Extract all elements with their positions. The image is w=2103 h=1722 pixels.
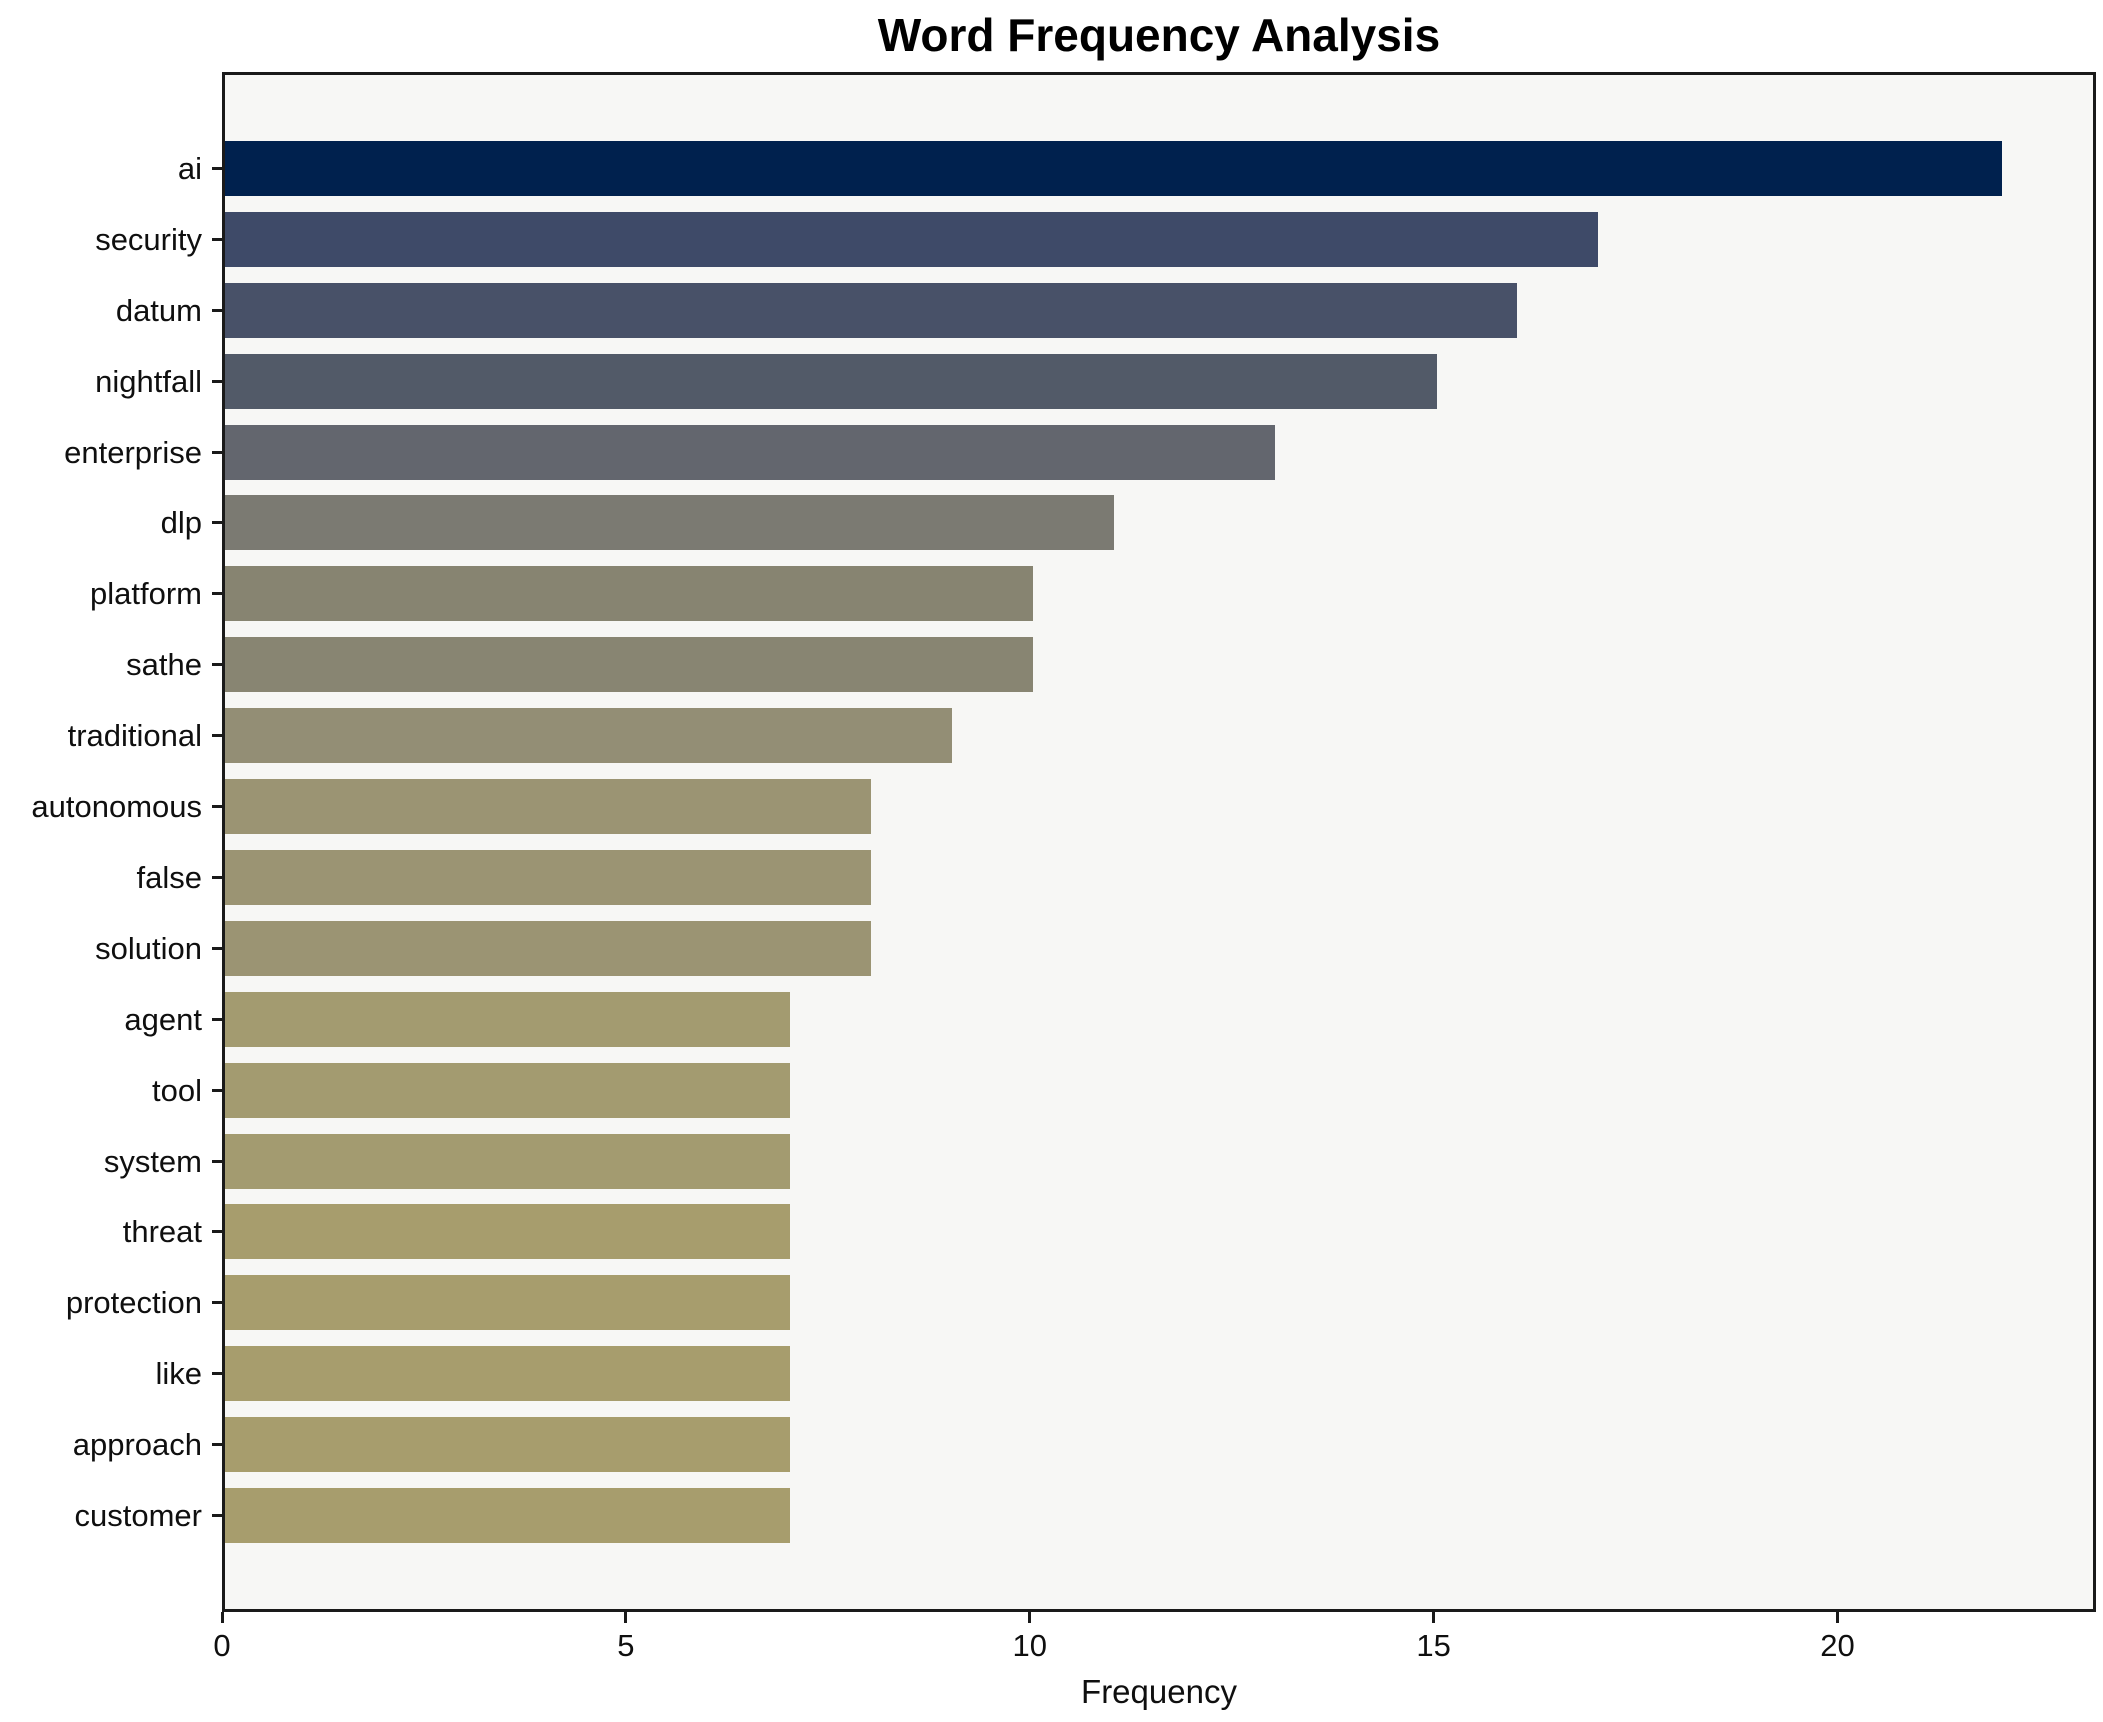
bar-platform	[225, 566, 1033, 622]
y-tick-mark	[212, 1372, 222, 1376]
x-tick-mark	[1836, 1612, 1840, 1623]
x-tick-mark	[1432, 1612, 1436, 1623]
y-tick-mark	[212, 805, 222, 809]
y-tick-label-agent: agent	[124, 1001, 202, 1037]
y-tick-mark	[212, 592, 222, 596]
chart-title: Word Frequency Analysis	[877, 9, 1441, 61]
y-tick-label-datum: datum	[115, 292, 202, 328]
bar-traditional	[225, 708, 952, 764]
y-tick-mark	[212, 1230, 222, 1234]
y-tick-mark	[212, 1443, 222, 1447]
bar-like	[225, 1346, 791, 1402]
y-tick-label-system: system	[103, 1143, 202, 1179]
y-tick-mark	[212, 1088, 222, 1092]
x-tick-mark	[220, 1612, 224, 1623]
bar-ai	[225, 141, 2003, 196]
y-tick-mark	[212, 379, 222, 383]
bar-enterprise	[225, 424, 1276, 480]
y-tick-label-enterprise: enterprise	[64, 434, 202, 470]
y-tick-label-solution: solution	[95, 930, 202, 966]
y-tick-mark	[212, 1514, 222, 1517]
y-tick-label-protection: protection	[65, 1285, 202, 1321]
y-tick-label-like: like	[155, 1356, 202, 1392]
y-tick-mark	[212, 521, 222, 525]
plot-area	[222, 72, 2096, 1612]
y-tick-mark	[212, 1301, 222, 1305]
bar-approach	[225, 1417, 791, 1473]
bar-datum	[225, 282, 1518, 338]
y-tick-mark	[212, 663, 222, 667]
y-tick-mark	[212, 734, 222, 738]
y-tick-label-approach: approach	[72, 1427, 202, 1463]
bar-dlp	[225, 495, 1114, 551]
y-tick-mark	[212, 237, 222, 241]
bar-tool	[225, 1062, 791, 1118]
y-tick-label-nightfall: nightfall	[95, 363, 202, 399]
y-tick-label-tool: tool	[152, 1072, 202, 1108]
x-tick-mark	[624, 1612, 628, 1623]
y-tick-mark	[212, 450, 222, 454]
bar-threat	[225, 1204, 791, 1260]
bar-agent	[225, 991, 791, 1047]
y-tick-label-customer: customer	[74, 1498, 202, 1533]
y-tick-label-dlp: dlp	[160, 505, 202, 541]
bar-system	[225, 1133, 791, 1189]
y-tick-label-threat: threat	[122, 1214, 202, 1250]
y-tick-mark	[212, 308, 222, 312]
bar-sathe	[225, 637, 1033, 693]
x-tick-label-5: 5	[617, 1628, 635, 1663]
bar-security	[225, 211, 1599, 267]
y-tick-label-false: false	[136, 859, 202, 895]
y-tick-mark	[212, 167, 222, 170]
bar-false	[225, 849, 872, 905]
y-tick-mark	[212, 875, 222, 879]
y-tick-label-traditional: traditional	[67, 718, 202, 754]
bar-solution	[225, 920, 872, 976]
x-tick-mark	[1028, 1612, 1032, 1623]
y-tick-mark	[212, 946, 222, 950]
x-tick-label-0: 0	[213, 1628, 231, 1663]
x-tick-label-15: 15	[1416, 1628, 1451, 1663]
x-tick-label-10: 10	[1012, 1628, 1047, 1663]
bar-autonomous	[225, 779, 872, 835]
y-tick-mark	[212, 1159, 222, 1163]
y-tick-label-security: security	[95, 221, 202, 257]
x-axis-label: Frequency	[1081, 1673, 1237, 1710]
bar-nightfall	[225, 353, 1437, 409]
bar-protection	[225, 1275, 791, 1331]
y-tick-label-autonomous: autonomous	[31, 789, 202, 825]
y-tick-mark	[212, 1017, 222, 1021]
y-tick-label-sathe: sathe	[126, 647, 202, 683]
y-tick-label-platform: platform	[90, 576, 202, 612]
y-tick-label-ai: ai	[177, 151, 202, 186]
bar-customer	[225, 1488, 791, 1543]
x-tick-label-20: 20	[1820, 1628, 1855, 1663]
